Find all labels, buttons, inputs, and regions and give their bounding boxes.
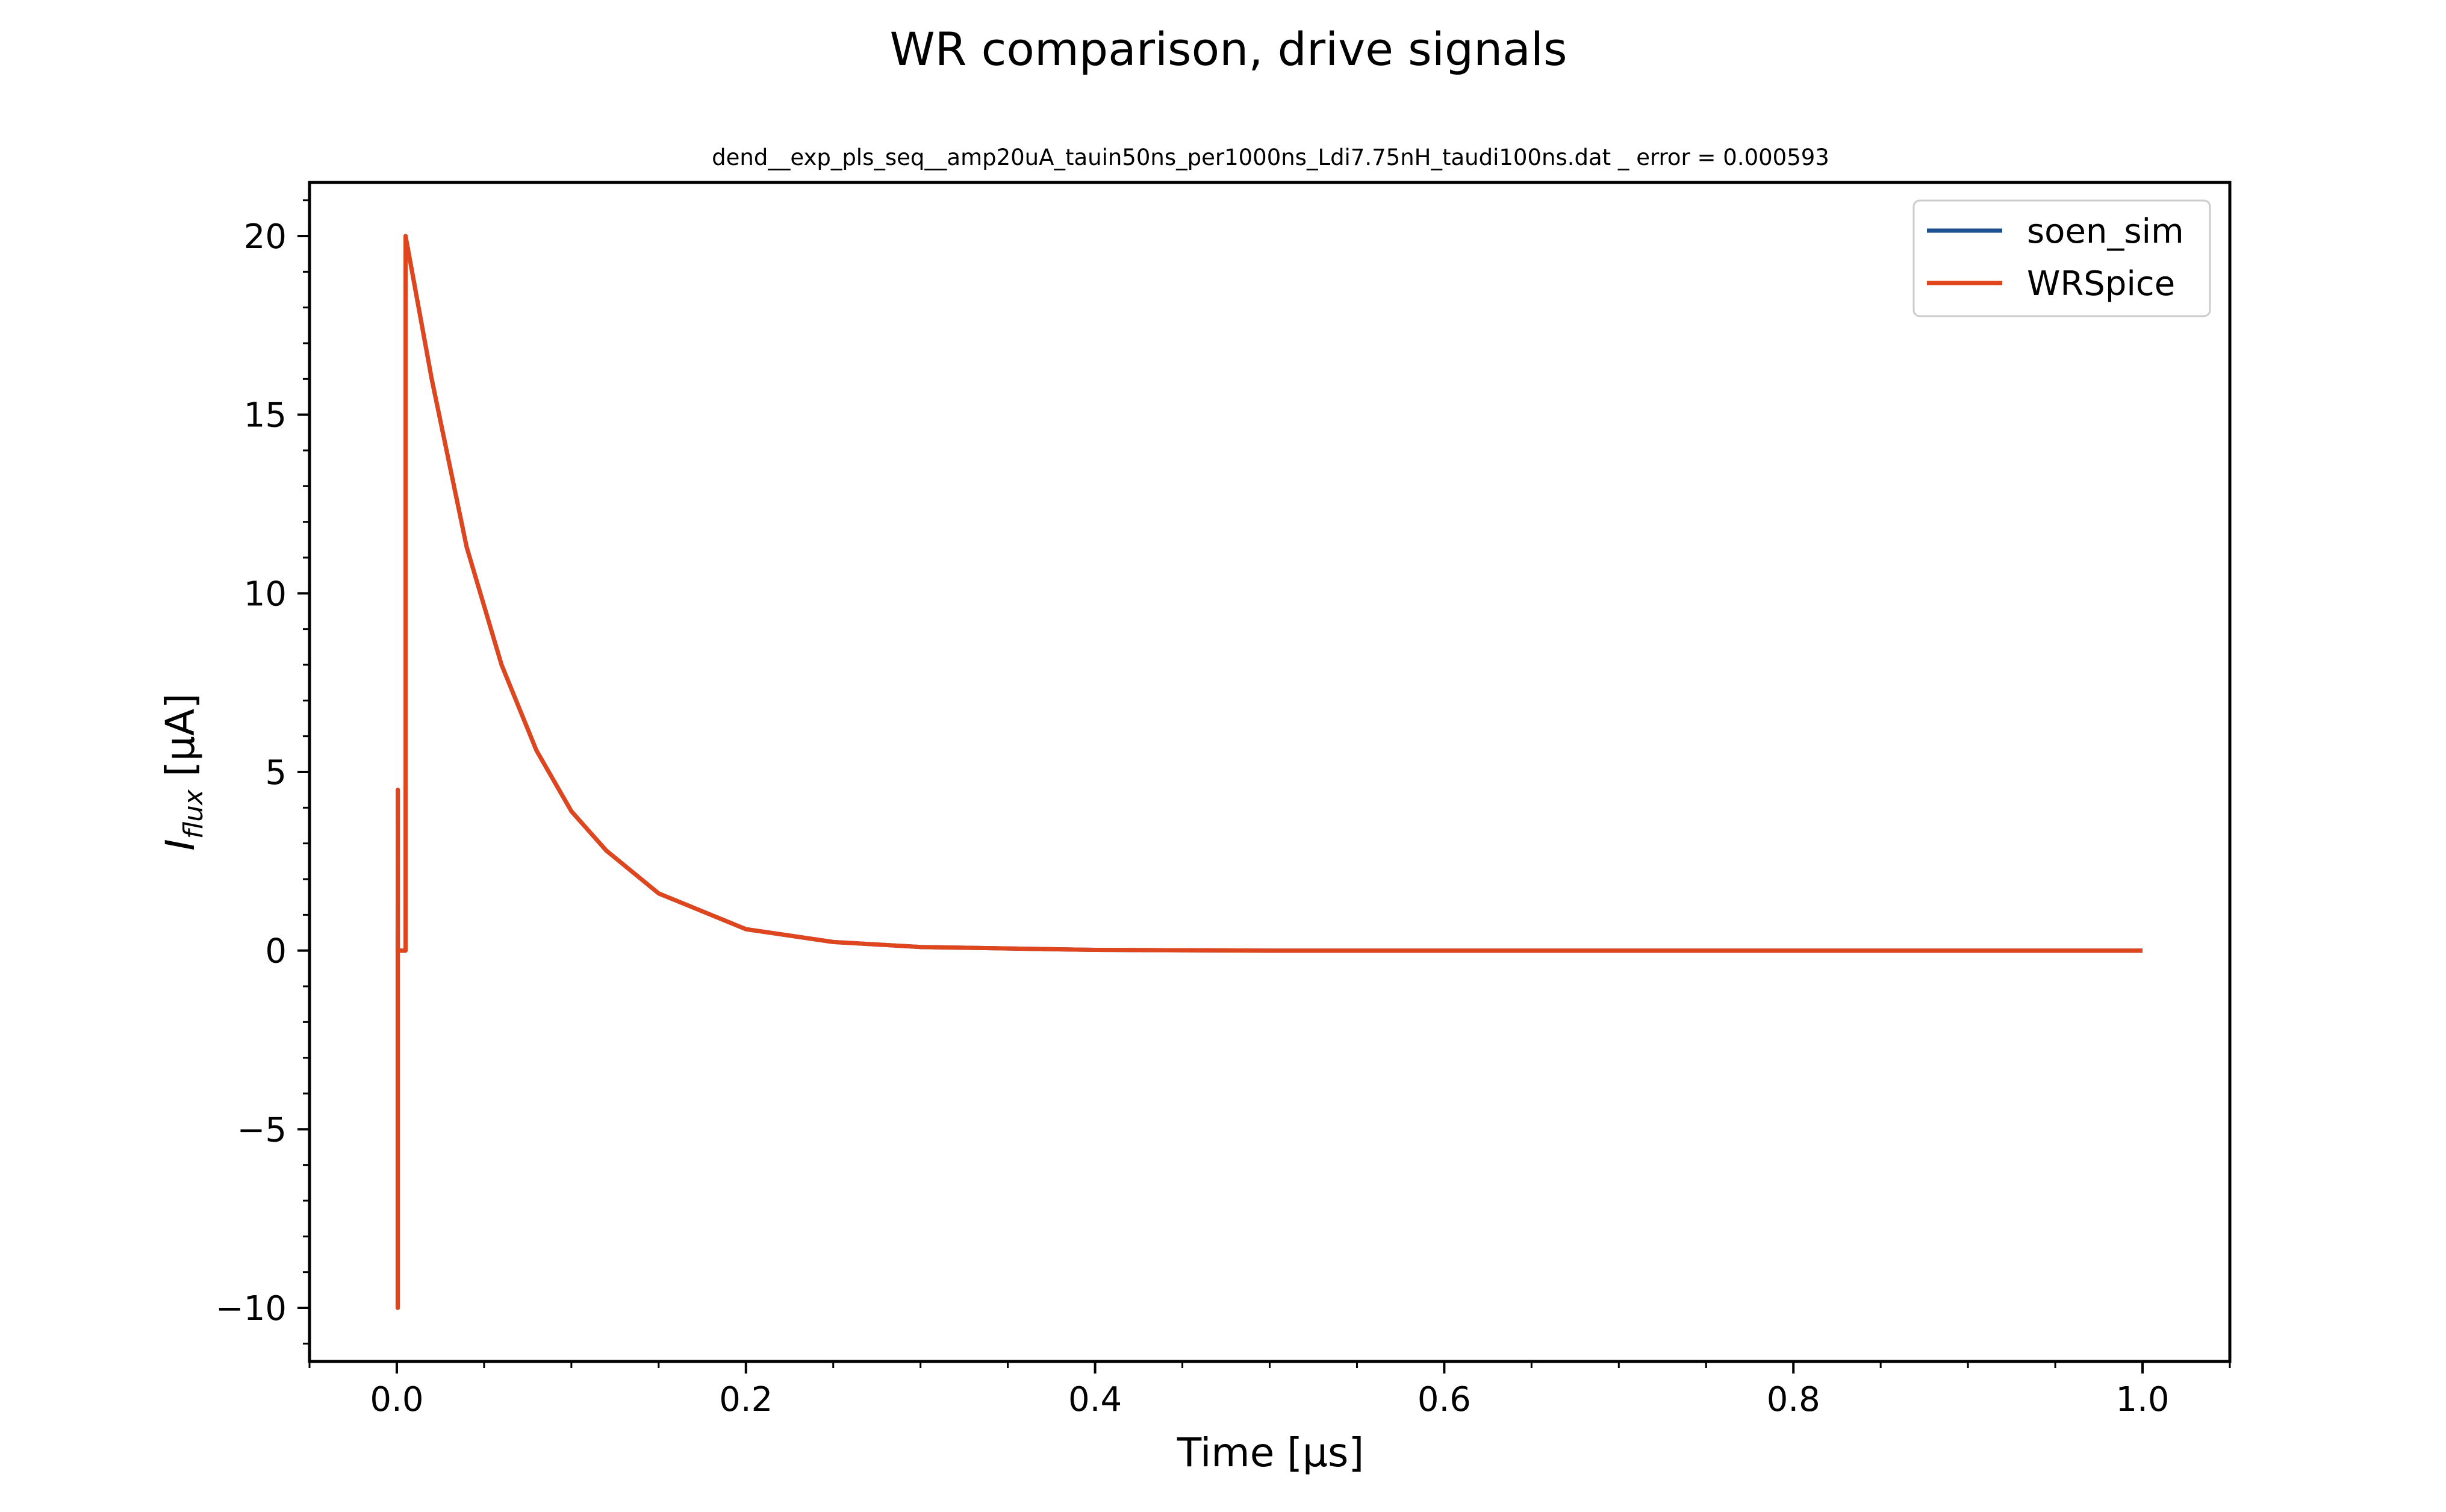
x-tick-label: 0.6 [1417, 1380, 1471, 1419]
y-tick-label: 0 [265, 932, 287, 971]
y-axis-ticks: −10 −5 0 5 10 15 20 [216, 199, 310, 1345]
series-layer [395, 234, 2143, 1310]
x-axis-label: Time [μs] [1177, 1430, 1364, 1476]
y-axis-label-subscript: flux [178, 789, 209, 839]
x-tick-label: 0.8 [1767, 1380, 1820, 1419]
y-tick-label: 10 [244, 574, 287, 614]
chart-title: WR comparison, drive signals [889, 22, 1567, 76]
series-line-wrspice [395, 234, 2143, 1310]
x-tick-label: 0.4 [1068, 1380, 1122, 1419]
x-tick-label: 0.2 [719, 1380, 773, 1419]
legend-label-wrspice: WRSpice [2027, 264, 2175, 303]
plot-frame [308, 181, 2232, 1363]
y-tick-label: 5 [265, 753, 287, 792]
series-line-soen-sim [395, 234, 2143, 953]
y-tick-label: 20 [244, 217, 287, 257]
y-axis-label-unit: [μA] [157, 693, 204, 789]
x-tick-label: 1.0 [2116, 1380, 2170, 1419]
y-tick-label: −10 [216, 1289, 287, 1328]
y-tick-label: 15 [244, 396, 287, 435]
legend-label-soen-sim: soen_sim [2027, 212, 2184, 251]
chart-subtitle: dend__exp_pls_seq__amp20uA_tauin50ns_per… [712, 145, 1829, 170]
y-axis-label-symbol: I [157, 839, 204, 850]
y-tick-label: −5 [237, 1110, 287, 1150]
x-axis-ticks: 0.0 0.2 0.4 0.6 0.8 1.0 [308, 1361, 2231, 1419]
y-axis-label: Iflux [μA] [157, 693, 209, 850]
x-tick-label: 0.0 [370, 1380, 423, 1419]
legend: soen_sim WRSpice [1912, 199, 2211, 317]
